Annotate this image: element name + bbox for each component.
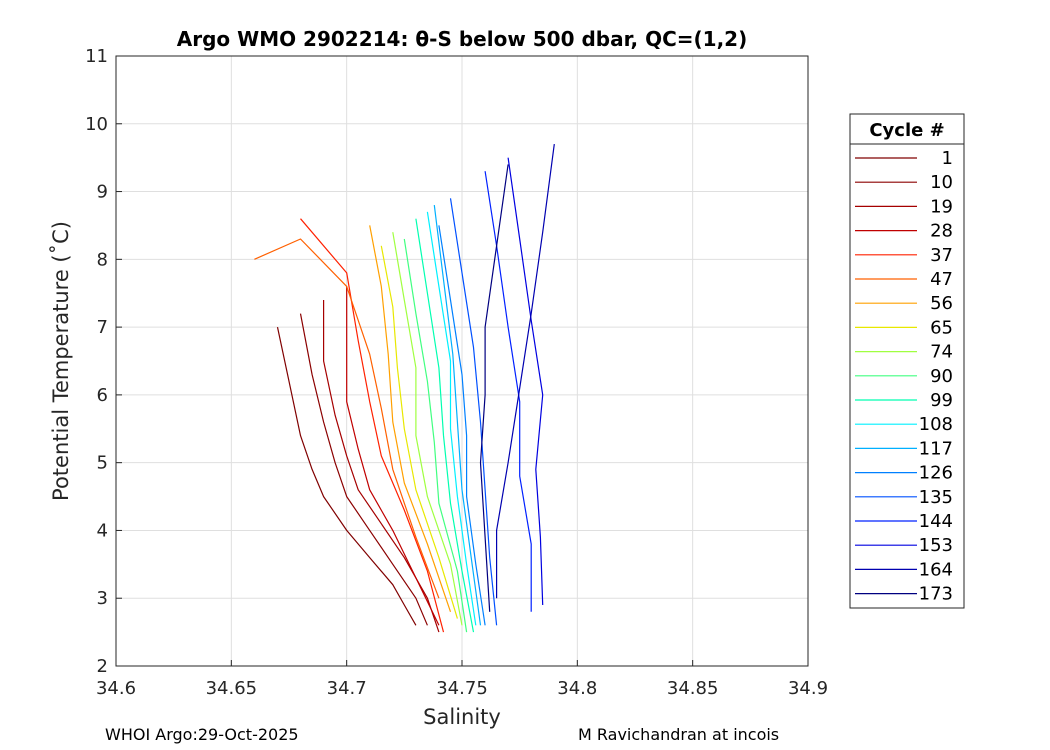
y-tick-label: 9 [97, 182, 108, 203]
y-tick-label: 7 [97, 317, 108, 338]
series-line-cycle-135 [449, 198, 498, 626]
series-line-cycle-56 [369, 225, 452, 612]
legend-label: 65 [930, 317, 953, 338]
series-line-cycle-74 [392, 232, 463, 626]
x-tick-label: 34.75 [436, 678, 488, 699]
legend-label: 117 [919, 438, 953, 459]
x-tick-label: 34.85 [667, 678, 719, 699]
legend-label: 10 [930, 172, 953, 193]
legend-items: 1 10 19 28 37 47 56 65 74 90 99 108 117 126 135 144 153 1… [855, 148, 953, 605]
series-line-cycle-153 [507, 157, 544, 606]
y-tick-label: 4 [97, 520, 108, 541]
series-line-cycle-37 [300, 218, 445, 633]
legend-label: 173 [919, 584, 953, 605]
legend: Cycle # 1 10 19 28 37 47 56 65 74 90 99 108 117 126 13… [849, 113, 965, 609]
legend-label: 28 [930, 221, 953, 242]
series-line-cycle-1 [276, 326, 417, 626]
legend-box [849, 113, 965, 609]
legend-label: 90 [930, 366, 953, 387]
legend-label: 144 [919, 511, 953, 532]
chart-title: Argo WMO 2902214: θ-S below 500 dbar, QC… [177, 27, 747, 51]
legend-label: 164 [919, 559, 953, 580]
x-tick-label: 34.8 [557, 678, 597, 699]
series-line-cycle-126 [438, 225, 486, 626]
x-tick-label: 34.6 [96, 678, 136, 699]
x-axis-label: Salinity [423, 705, 501, 729]
legend-label: 153 [919, 535, 953, 556]
x-tick-label: 34.9 [788, 678, 828, 699]
series-line-cycle-10 [299, 313, 428, 626]
x-tick-label: 34.7 [327, 678, 367, 699]
series-line-cycle-173 [479, 164, 509, 612]
footer-right: M Ravichandran at incois [578, 725, 780, 744]
series-line-cycle-99 [415, 218, 475, 633]
legend-label: 37 [930, 245, 953, 266]
series-line-cycle-164 [496, 144, 555, 599]
series-line-cycle-47 [254, 238, 440, 599]
footer-left: WHOI Argo:29-Oct-2025 [105, 725, 299, 744]
y-tick-label: 3 [97, 588, 108, 609]
legend-title: Cycle # [869, 120, 944, 141]
legend-label: 1 [942, 148, 953, 169]
legend-label: 135 [919, 487, 953, 508]
y-tick-label: 10 [85, 114, 108, 135]
x-tick-label: 34.65 [206, 678, 258, 699]
series-line-cycle-108 [426, 211, 477, 626]
series-line-cycle-65 [380, 245, 458, 619]
y-tick-label: 5 [97, 453, 108, 474]
y-tick-label: 8 [97, 249, 108, 270]
legend-label: 47 [930, 269, 953, 290]
series-layer [254, 144, 555, 633]
x-tick-labels: 34.6 34.65 34.7 34.75 34.8 34.85 34.9 [96, 660, 828, 699]
series-line-cycle-117 [433, 205, 482, 626]
series-line-cycle-90 [403, 238, 468, 633]
legend-label: 126 [919, 463, 953, 484]
legend-label: 56 [930, 293, 953, 314]
legend-label: 74 [930, 342, 953, 363]
legend-label: 99 [930, 390, 953, 411]
y-tick-label: 2 [97, 656, 108, 677]
legend-label: 19 [930, 196, 953, 217]
y-axis-label: Potential Temperature (˚C) [49, 221, 73, 501]
y-tick-label: 11 [85, 46, 108, 67]
y-tick-labels: 2 3 4 5 6 7 8 9 10 11 [85, 46, 122, 677]
y-tick-label: 6 [97, 385, 108, 406]
legend-label: 108 [919, 414, 953, 435]
series-line-cycle-28 [346, 286, 440, 626]
